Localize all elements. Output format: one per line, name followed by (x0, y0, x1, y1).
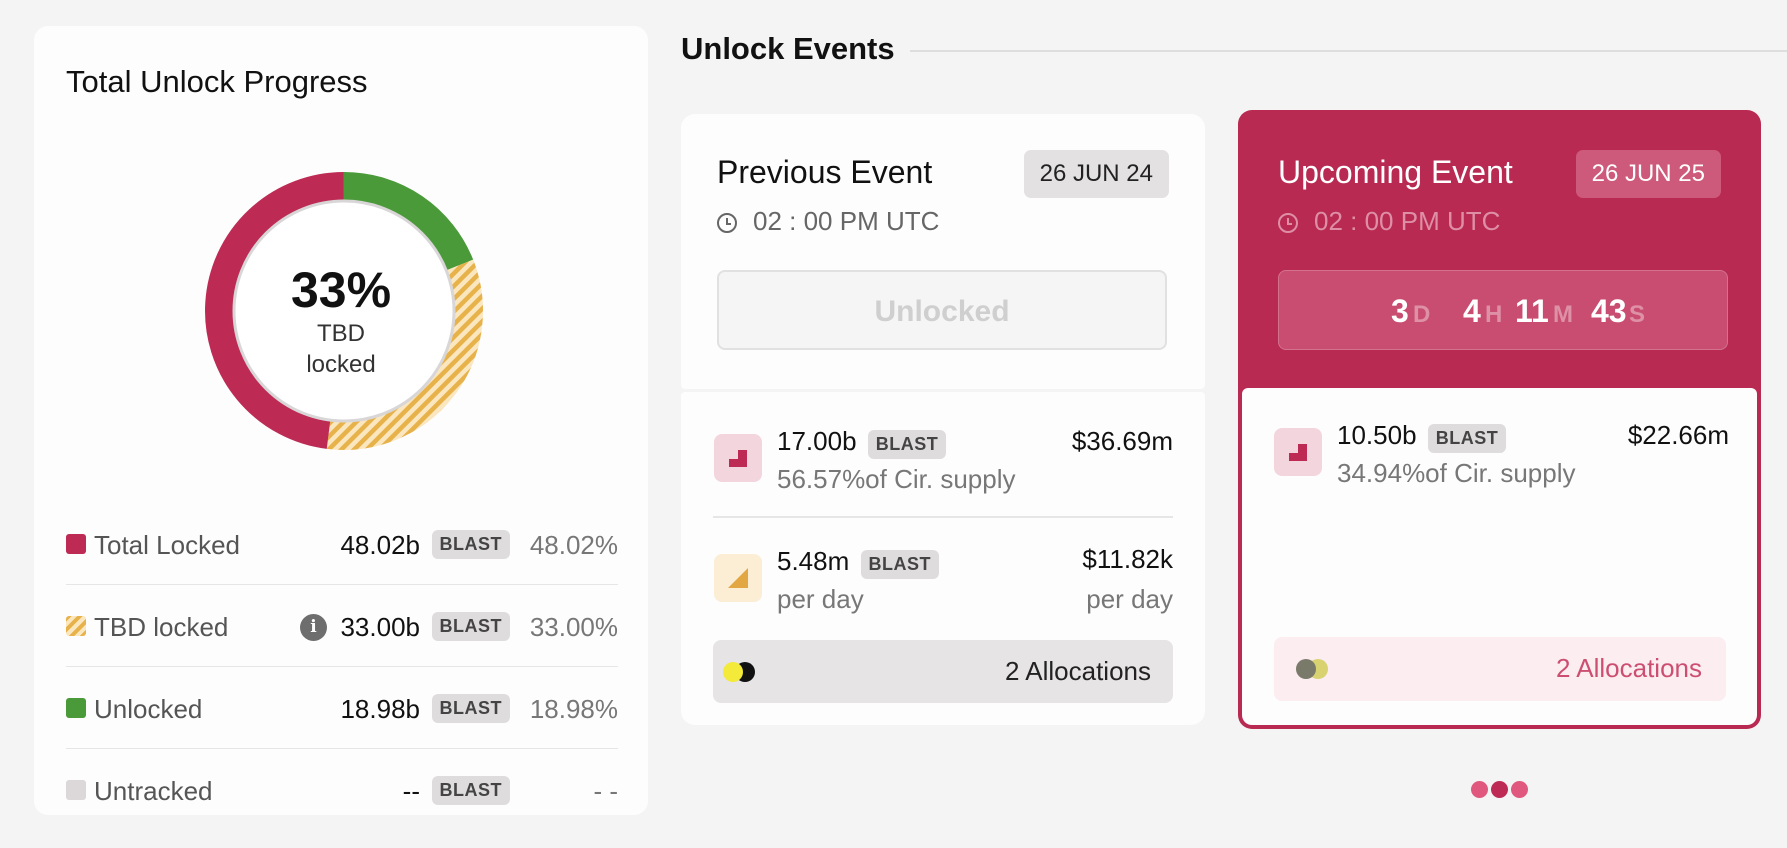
daily-per-day: per day (777, 584, 864, 614)
upcoming-event-title: Upcoming Event (1278, 154, 1513, 190)
legend-percent: 33.00% (529, 612, 618, 642)
upcoming-event-card: Upcoming Event 26 JUN 25 02 : 00 PM UTC … (1238, 110, 1761, 729)
legend-name: Untracked (94, 776, 213, 806)
countdown-seconds: 43 (1591, 293, 1627, 329)
previous-allocations-button[interactable]: 2 Allocations (713, 640, 1173, 703)
upcoming-allocations-button[interactable]: 2 Allocations (1274, 637, 1726, 701)
unlock-supply: 56.57%of Cir. supply (777, 464, 1016, 494)
allocations-label: 2 Allocations (1005, 656, 1151, 686)
unlock-supply: 34.94%of Cir. supply (1337, 458, 1576, 488)
center-caption: TBD locked (34, 318, 648, 380)
daily-token-icon (714, 554, 762, 602)
unlock-amount-value: 10.50b (1337, 420, 1417, 450)
countdown-minutes: 11 (1515, 293, 1549, 329)
previous-event-header: Previous Event 26 JUN 24 02 : 00 PM UTC … (681, 114, 1205, 389)
daily-amount: 5.48m BLAST (777, 546, 939, 579)
unlock-usd: $22.66m (1627, 420, 1729, 450)
donut-segment-tbd-locked[interactable] (326, 259, 483, 450)
info-icon[interactable]: i (300, 614, 327, 641)
tbd-locked-swatch (66, 616, 86, 636)
center-caption-line1: TBD (317, 320, 365, 347)
upcoming-event-time: 02 : 00 PM UTC (1278, 206, 1500, 237)
legend-amount: 33.00b (340, 612, 420, 642)
clock-icon (717, 213, 737, 233)
allocation-dot-yellow (723, 662, 743, 682)
upcoming-event-details: 10.50b BLAST 34.94%of Cir. supply $22.66… (1242, 388, 1757, 725)
total-unlock-progress-card: Total Unlock Progress 33% TBD locked Tot… (34, 26, 648, 815)
legend-row-tbd-locked: TBD locked i 33.00b BLAST 33.00% (66, 585, 618, 667)
allocation-dot-gray (1296, 659, 1316, 679)
unlock-events-title: Unlock Events (681, 31, 895, 66)
token-badge: BLAST (431, 694, 510, 723)
legend-row-unlocked: Unlocked 18.98b BLAST 18.98% (66, 667, 618, 749)
daily-usd: $11.82k (1082, 544, 1173, 574)
untracked-swatch (66, 780, 86, 800)
card-title: Total Unlock Progress (66, 64, 368, 99)
row-divider (713, 516, 1173, 518)
legend-percent: 18.98% (529, 694, 618, 724)
upcoming-event-date: 26 JUN 25 (1575, 150, 1721, 198)
countdown-timer: 3 D 4 H 11 M 43 S (1278, 270, 1728, 350)
carousel-dot-2[interactable] (1491, 781, 1508, 798)
previous-event-title: Previous Event (717, 154, 933, 190)
legend-amount: -- (402, 776, 420, 806)
legend-row-untracked: Untracked -- BLAST - - (66, 749, 618, 830)
donut-inner-ring (232, 199, 456, 423)
allocations-label: 2 Allocations (1556, 653, 1702, 683)
unlock-amount-value: 17.00b (777, 426, 857, 456)
legend-row-total-locked: Total Locked 48.02b BLAST 48.02% (66, 503, 618, 585)
token-badge: BLAST (431, 530, 510, 559)
countdown-days-unit: D (1413, 301, 1431, 328)
legend-name: Total Locked (94, 530, 240, 560)
total-locked-swatch (66, 534, 86, 554)
countdown-seconds-unit: S (1629, 301, 1646, 328)
legend-list: Total Locked 48.02b BLAST 48.02% TBD loc… (66, 503, 618, 830)
token-badge: BLAST (431, 612, 510, 641)
legend-percent: - - (593, 776, 618, 806)
daily-usd-per-day: per day (1086, 584, 1173, 614)
unlock-token-icon (1274, 428, 1322, 476)
legend-amount: 18.98b (340, 694, 420, 724)
unlock-usd: $36.69m (1071, 426, 1173, 456)
token-badge: BLAST (431, 776, 510, 805)
countdown-days: 3 (1391, 293, 1409, 329)
legend-percent: 48.02% (529, 530, 618, 560)
carousel-dot-1[interactable] (1471, 781, 1488, 798)
center-percentage: 33% (290, 262, 392, 318)
legend-name: TBD locked (94, 612, 229, 642)
unlocked-status-button[interactable]: Unlocked (717, 270, 1167, 350)
previous-event-date: 26 JUN 24 (1023, 150, 1169, 198)
previous-event-time-text: 02 : 00 PM UTC (753, 206, 940, 236)
unlock-amount: 10.50b BLAST (1337, 420, 1507, 453)
token-badge: BLAST (1427, 424, 1507, 453)
daily-amount-value: 5.48m (777, 546, 850, 576)
countdown-hours-unit: H (1485, 301, 1503, 328)
countdown-hours: 4 (1463, 293, 1481, 329)
center-caption-line2: locked (306, 351, 376, 378)
previous-event-time: 02 : 00 PM UTC (717, 206, 939, 237)
donut-segment-total-locked[interactable] (205, 172, 345, 449)
unlock-token-icon (714, 434, 762, 482)
legend-name: Unlocked (94, 694, 203, 724)
donut-segment-unlocked[interactable] (343, 172, 474, 272)
unlock-donut-chart (205, 172, 483, 450)
section-divider (910, 50, 1787, 52)
unlocked-swatch (66, 698, 86, 718)
token-badge: BLAST (867, 430, 947, 459)
countdown-minutes-unit: M (1553, 301, 1573, 328)
carousel-dot-3[interactable] (1511, 781, 1528, 798)
clock-icon (1278, 213, 1298, 233)
token-badge: BLAST (860, 550, 939, 579)
unlock-amount: 17.00b BLAST (777, 426, 947, 459)
previous-event-details: 17.00b BLAST 56.57%of Cir. supply $36.69… (681, 392, 1205, 725)
legend-amount: 48.02b (340, 530, 420, 560)
upcoming-event-time-text: 02 : 00 PM UTC (1314, 206, 1501, 236)
